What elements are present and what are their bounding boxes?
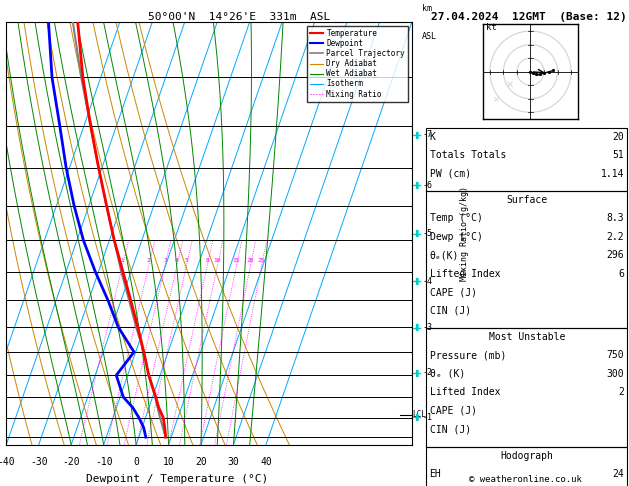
Text: Dewp (°C): Dewp (°C) <box>430 232 482 242</box>
Text: 6: 6 <box>618 269 624 279</box>
Text: Hodograph: Hodograph <box>500 451 554 461</box>
Text: EH: EH <box>430 469 442 479</box>
Text: 20: 20 <box>195 457 207 468</box>
Text: Most Unstable: Most Unstable <box>489 332 565 342</box>
Text: LCL: LCL <box>413 410 426 419</box>
Text: CIN (J): CIN (J) <box>430 306 470 316</box>
Text: ▌: ▌ <box>415 181 421 189</box>
Text: -3: -3 <box>422 323 432 332</box>
Text: CIN (J): CIN (J) <box>430 424 470 434</box>
Text: θₑ(K): θₑ(K) <box>430 250 459 260</box>
Text: 20: 20 <box>612 132 624 142</box>
Text: 1.14: 1.14 <box>601 169 624 179</box>
Text: θₑ (K): θₑ (K) <box>430 369 465 379</box>
Text: 8: 8 <box>205 259 209 263</box>
Text: 3: 3 <box>163 259 167 263</box>
Text: -7: -7 <box>422 130 432 139</box>
Text: 10: 10 <box>163 457 174 468</box>
Text: Surface: Surface <box>506 195 547 205</box>
Text: Totals Totals: Totals Totals <box>430 150 506 160</box>
Text: ▌: ▌ <box>415 131 421 139</box>
Text: Lifted Index: Lifted Index <box>430 269 500 279</box>
Text: -1: -1 <box>422 413 432 422</box>
Text: 296: 296 <box>606 250 624 260</box>
Text: K: K <box>430 132 435 142</box>
Text: -10: -10 <box>95 457 113 468</box>
Text: Pressure (mb): Pressure (mb) <box>430 350 506 361</box>
Text: 0: 0 <box>133 457 139 468</box>
Text: 15: 15 <box>233 259 240 263</box>
Text: 2.2: 2.2 <box>606 232 624 242</box>
Text: 4: 4 <box>175 259 179 263</box>
Text: 30: 30 <box>228 457 240 468</box>
Text: 27.04.2024  12GMT  (Base: 12): 27.04.2024 12GMT (Base: 12) <box>431 12 626 22</box>
Text: 1: 1 <box>121 259 125 263</box>
Text: Lifted Index: Lifted Index <box>430 387 500 398</box>
Text: -20: -20 <box>62 457 80 468</box>
Text: 40: 40 <box>260 457 272 468</box>
Text: CAPE (J): CAPE (J) <box>430 287 477 297</box>
Text: 2: 2 <box>147 259 151 263</box>
Text: -4: -4 <box>422 277 432 286</box>
Text: km: km <box>422 4 432 14</box>
Text: © weatheronline.co.uk: © weatheronline.co.uk <box>469 474 582 484</box>
Text: ▌: ▌ <box>415 414 421 421</box>
Text: 24: 24 <box>612 469 624 479</box>
Text: ▌: ▌ <box>415 230 421 237</box>
Text: PW (cm): PW (cm) <box>430 169 470 179</box>
Text: ▌: ▌ <box>415 369 421 377</box>
Text: 50°00'N  14°26'E  331m  ASL: 50°00'N 14°26'E 331m ASL <box>148 12 330 22</box>
Text: 750: 750 <box>606 350 624 361</box>
Text: kt: kt <box>486 23 496 32</box>
Text: Mixing Ratio (g/kg): Mixing Ratio (g/kg) <box>460 186 469 281</box>
Text: 25: 25 <box>258 259 265 263</box>
Text: -6: -6 <box>422 180 432 190</box>
Text: 51: 51 <box>612 150 624 160</box>
Text: ▌: ▌ <box>415 278 421 285</box>
Text: 5: 5 <box>184 259 188 263</box>
Text: 8.3: 8.3 <box>606 213 624 224</box>
Text: ✕: ✕ <box>493 94 500 104</box>
Text: Dewpoint / Temperature (°C): Dewpoint / Temperature (°C) <box>86 474 268 484</box>
Text: -30: -30 <box>30 457 48 468</box>
Text: -40: -40 <box>0 457 15 468</box>
Text: ASL: ASL <box>422 33 437 41</box>
Text: 2: 2 <box>618 387 624 398</box>
Text: 300: 300 <box>606 369 624 379</box>
Text: 10: 10 <box>214 259 221 263</box>
Text: 20: 20 <box>247 259 254 263</box>
Text: -2: -2 <box>422 368 432 378</box>
Text: ✕: ✕ <box>506 80 515 90</box>
Legend: Temperature, Dewpoint, Parcel Trajectory, Dry Adiabat, Wet Adiabat, Isotherm, Mi: Temperature, Dewpoint, Parcel Trajectory… <box>306 26 408 102</box>
Text: -5: -5 <box>422 229 432 238</box>
Text: Temp (°C): Temp (°C) <box>430 213 482 224</box>
Text: ▌: ▌ <box>415 324 421 331</box>
Text: CAPE (J): CAPE (J) <box>430 406 477 416</box>
